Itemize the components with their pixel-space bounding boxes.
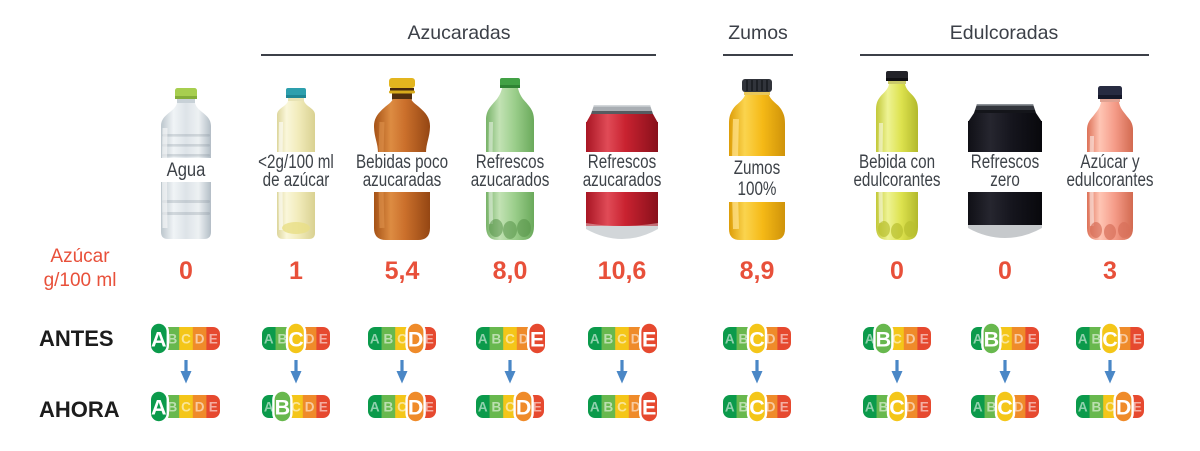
svg-text:B: B: [278, 332, 288, 347]
svg-text:D: D: [906, 332, 916, 347]
svg-text:C: C: [1105, 400, 1115, 415]
svg-text:E: E: [920, 400, 929, 415]
svg-text:E: E: [642, 327, 656, 351]
svg-text:A: A: [973, 332, 983, 347]
svg-text:B: B: [604, 332, 614, 347]
svg-text:D: D: [305, 332, 315, 347]
svg-text:D: D: [1116, 395, 1132, 419]
svg-text:B: B: [168, 332, 178, 347]
svg-text:A: A: [590, 332, 600, 347]
svg-text:E: E: [209, 332, 218, 347]
svg-text:A: A: [973, 400, 983, 415]
svg-text:C: C: [397, 332, 407, 347]
svg-text:C: C: [997, 395, 1013, 419]
svg-text:A: A: [370, 400, 380, 415]
svg-text:B: B: [739, 332, 749, 347]
svg-text:B: B: [876, 327, 892, 351]
svg-text:C: C: [889, 395, 905, 419]
svg-text:B: B: [879, 400, 889, 415]
svg-text:A: A: [590, 400, 600, 415]
svg-text:D: D: [195, 332, 205, 347]
svg-text:B: B: [275, 395, 291, 419]
svg-text:E: E: [425, 400, 434, 415]
svg-text:E: E: [1133, 400, 1142, 415]
svg-text:C: C: [288, 327, 304, 351]
svg-text:C: C: [505, 332, 515, 347]
svg-text:E: E: [425, 332, 434, 347]
svg-text:A: A: [865, 400, 875, 415]
svg-text:D: D: [766, 332, 776, 347]
svg-text:A: A: [478, 332, 488, 347]
svg-text:A: A: [151, 327, 167, 351]
svg-text:B: B: [384, 332, 394, 347]
svg-text:E: E: [209, 400, 218, 415]
svg-text:D: D: [195, 400, 205, 415]
svg-text:B: B: [492, 332, 502, 347]
svg-text:B: B: [739, 400, 749, 415]
svg-text:A: A: [1078, 332, 1088, 347]
svg-text:B: B: [1092, 332, 1102, 347]
svg-text:E: E: [1028, 332, 1037, 347]
svg-text:C: C: [1000, 332, 1010, 347]
svg-text:A: A: [370, 332, 380, 347]
svg-text:B: B: [492, 400, 502, 415]
svg-text:C: C: [505, 400, 515, 415]
svg-text:C: C: [617, 332, 627, 347]
svg-text:B: B: [1092, 400, 1102, 415]
svg-text:A: A: [725, 400, 735, 415]
svg-text:E: E: [780, 332, 789, 347]
svg-text:B: B: [168, 400, 178, 415]
svg-text:C: C: [181, 400, 191, 415]
svg-text:D: D: [1119, 332, 1129, 347]
svg-text:D: D: [766, 400, 776, 415]
svg-text:A: A: [151, 395, 167, 419]
svg-text:A: A: [1078, 400, 1088, 415]
svg-text:A: A: [264, 332, 274, 347]
svg-text:C: C: [892, 332, 902, 347]
svg-text:C: C: [397, 400, 407, 415]
svg-text:C: C: [1102, 327, 1118, 351]
svg-text:D: D: [631, 400, 641, 415]
svg-text:C: C: [749, 395, 765, 419]
svg-text:E: E: [533, 400, 542, 415]
svg-text:C: C: [749, 327, 765, 351]
svg-text:E: E: [1133, 332, 1142, 347]
svg-text:E: E: [920, 332, 929, 347]
svg-text:D: D: [408, 327, 424, 351]
svg-text:A: A: [725, 332, 735, 347]
svg-text:D: D: [408, 395, 424, 419]
svg-text:D: D: [516, 395, 532, 419]
svg-text:D: D: [1014, 332, 1024, 347]
svg-text:E: E: [530, 327, 544, 351]
svg-text:D: D: [906, 400, 916, 415]
svg-text:A: A: [478, 400, 488, 415]
svg-text:E: E: [1028, 400, 1037, 415]
svg-text:B: B: [604, 400, 614, 415]
svg-text:C: C: [181, 332, 191, 347]
svg-text:E: E: [642, 395, 656, 419]
svg-text:D: D: [631, 332, 641, 347]
svg-text:E: E: [319, 332, 328, 347]
svg-text:E: E: [319, 400, 328, 415]
svg-text:D: D: [1014, 400, 1024, 415]
svg-text:D: D: [305, 400, 315, 415]
svg-text:C: C: [617, 400, 627, 415]
svg-text:B: B: [384, 400, 394, 415]
svg-text:C: C: [291, 400, 301, 415]
svg-text:A: A: [865, 332, 875, 347]
svg-text:A: A: [264, 400, 274, 415]
svg-text:D: D: [519, 332, 529, 347]
svg-text:B: B: [987, 400, 997, 415]
svg-text:B: B: [984, 327, 1000, 351]
svg-text:E: E: [780, 400, 789, 415]
